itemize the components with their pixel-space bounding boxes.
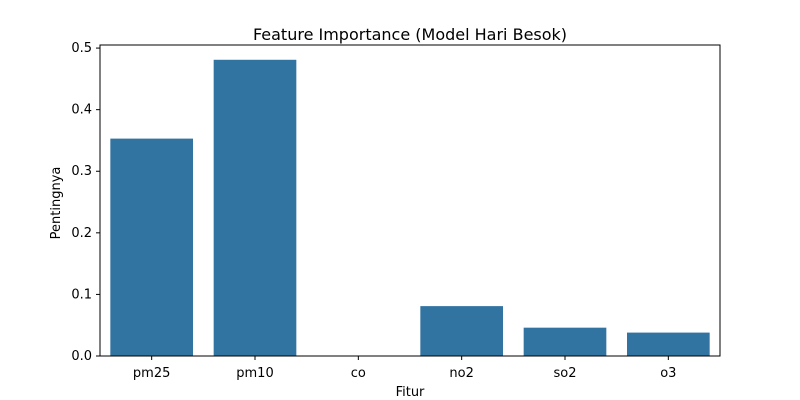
x-tick-label-no2: no2	[449, 366, 473, 381]
bar-pm10	[213, 59, 297, 356]
y-axis-label: Pentingnya	[49, 167, 64, 240]
x-axis-ticks: pm25 pm10 co no2 so2 o3	[133, 356, 676, 381]
x-tick-label-so2: so2	[554, 366, 577, 381]
bar-so2	[523, 327, 607, 356]
x-axis-label: Fitur	[396, 385, 425, 400]
y-axis-ticks: 0.0 0.1 0.2 0.3 0.4 0.5	[71, 41, 100, 364]
bar-pm25	[110, 138, 193, 356]
y-tick-label: 0.4	[71, 103, 92, 118]
plot-frame	[99, 44, 721, 357]
y-tick-label: 0.1	[71, 287, 92, 302]
x-tick-label-pm25: pm25	[133, 366, 170, 381]
bar-no2	[420, 306, 503, 356]
bar-o3	[627, 332, 710, 356]
x-tick-label-o3: o3	[660, 366, 676, 381]
y-tick-label: 0.5	[71, 41, 92, 56]
bars	[110, 59, 710, 356]
y-tick-label: 0.2	[71, 226, 92, 241]
x-tick-label-co: co	[351, 366, 366, 381]
y-tick-label: 0.3	[71, 164, 92, 179]
x-tick-label-pm10: pm10	[236, 366, 273, 381]
chart-title: Feature Importance (Model Hari Besok)	[253, 25, 567, 44]
plot-area: 0.0 0.1 0.2 0.3 0.4 0.5 pm25 pm10 co no2 so2 o3	[71, 41, 721, 381]
y-tick-label: 0.0	[71, 349, 92, 364]
